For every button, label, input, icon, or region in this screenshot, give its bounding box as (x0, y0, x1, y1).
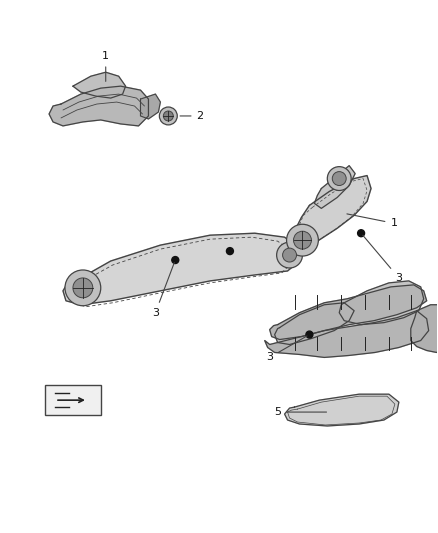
FancyBboxPatch shape (45, 385, 101, 415)
Polygon shape (294, 175, 371, 251)
Circle shape (293, 231, 311, 249)
Polygon shape (339, 281, 424, 325)
Text: 1: 1 (102, 51, 109, 82)
Polygon shape (314, 166, 355, 208)
Text: 3: 3 (152, 263, 174, 318)
Polygon shape (49, 86, 148, 126)
Text: 1: 1 (347, 214, 397, 228)
Circle shape (283, 248, 297, 262)
Circle shape (357, 230, 364, 237)
Polygon shape (411, 305, 438, 352)
Polygon shape (73, 72, 126, 98)
Text: 4: 4 (0, 532, 1, 533)
Polygon shape (63, 233, 300, 305)
Circle shape (306, 331, 313, 338)
Circle shape (332, 172, 346, 185)
Polygon shape (285, 394, 399, 426)
Circle shape (327, 167, 351, 190)
Polygon shape (270, 285, 427, 340)
Circle shape (277, 242, 303, 268)
Circle shape (172, 256, 179, 263)
Text: 3: 3 (363, 236, 403, 283)
Circle shape (65, 270, 101, 306)
Polygon shape (275, 303, 354, 344)
Text: 2: 2 (180, 111, 204, 121)
Circle shape (159, 107, 177, 125)
Circle shape (226, 248, 233, 255)
Circle shape (73, 278, 93, 298)
Polygon shape (141, 94, 160, 119)
Circle shape (163, 111, 173, 121)
Text: 3: 3 (266, 336, 307, 362)
Polygon shape (265, 311, 429, 358)
Circle shape (286, 224, 318, 256)
Text: 5: 5 (274, 407, 326, 417)
